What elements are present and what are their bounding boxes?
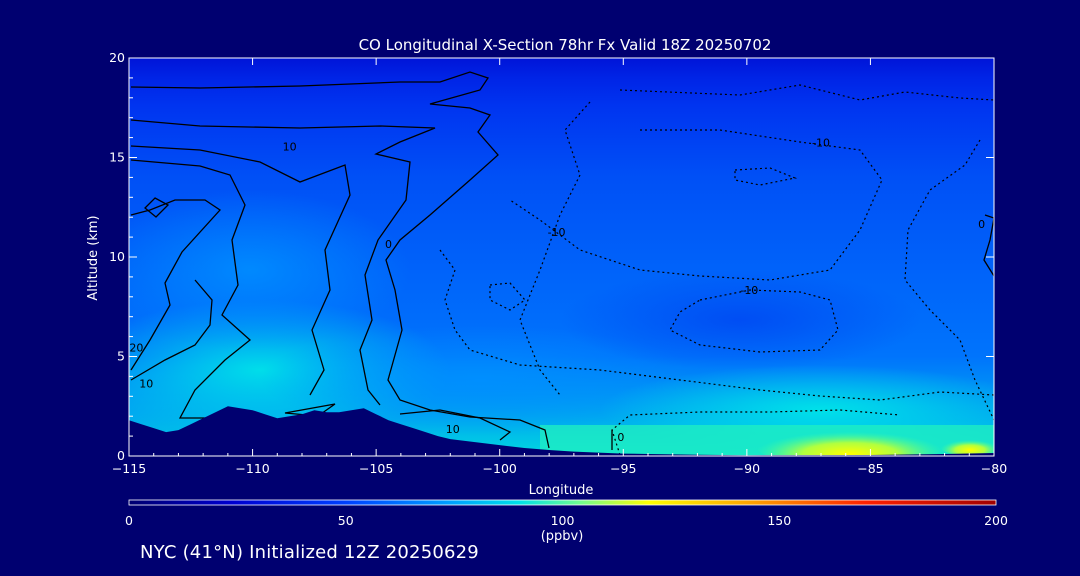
contour-label: 0 (617, 431, 624, 444)
y-tick-label: 15 (109, 150, 125, 165)
co-field-eastern-mid (560, 270, 920, 370)
co-field-surface-maximum (755, 423, 945, 456)
x-tick-label: −80 (981, 461, 1007, 476)
contour-label: -10 (812, 137, 830, 150)
footer-caption: NYC (41°N) Initialized 12Z 20250629 (140, 542, 479, 563)
y-axis-label: Altitude (km) (86, 215, 101, 300)
x-tick-label: −95 (610, 461, 636, 476)
co-field-surface-maximum-east (940, 436, 994, 456)
x-tick-label: −90 (734, 461, 760, 476)
colorbar-tick-label: 50 (338, 513, 354, 528)
co-field-western-mid (129, 190, 410, 350)
y-tick-label: 10 (109, 249, 125, 264)
contour-lines-negative (439, 84, 994, 456)
colorbar-tick-label: 100 (551, 513, 575, 528)
contour-label: 10 (283, 141, 297, 154)
contour-label: 20 (129, 342, 143, 355)
contour-label: 0 (385, 238, 392, 251)
colorbar-tick-label: 200 (984, 513, 1008, 528)
co-field-central-low (260, 325, 700, 435)
colorbar-tick-label: 150 (767, 513, 791, 528)
chart-title: CO Longitudinal X-Section 78hr Fx Valid … (359, 36, 772, 54)
colorbar-tick-label: 0 (125, 513, 133, 528)
contour-label: -10 (740, 284, 758, 297)
x-tick-label: −85 (857, 461, 883, 476)
contour-label: 0 (978, 218, 985, 231)
colorbar-ticks: 0 50 100 150 200 (125, 513, 1008, 528)
plot-area: 10 0 20 10 10 0 -10 -10 -10 0 (129, 58, 994, 456)
contour-label: -10 (548, 226, 566, 239)
x-axis: −115 −110 −105 −100 −95 −90 −85 −80 (112, 58, 1007, 476)
x-axis-label: Longitude (529, 483, 594, 498)
x-tick-label: −100 (483, 461, 517, 476)
terrain-mask (129, 406, 994, 456)
x-tick-label: −105 (359, 461, 393, 476)
contour-label: 10 (446, 423, 460, 436)
x-tick-label: −115 (112, 461, 146, 476)
colorbar (128, 499, 997, 506)
contour-label: 10 (139, 377, 153, 390)
y-tick-label: 5 (117, 349, 125, 364)
y-tick-label: 0 (117, 448, 125, 463)
contour-lines (130, 71, 994, 450)
y-axis: 0 5 10 15 20 (109, 50, 994, 463)
contour-labels: 10 0 20 10 10 0 -10 -10 -10 0 (129, 137, 985, 445)
x-tick-label: −110 (235, 461, 269, 476)
colorbar-unit: (ppbv) (541, 529, 584, 544)
y-tick-label: 20 (109, 50, 125, 65)
